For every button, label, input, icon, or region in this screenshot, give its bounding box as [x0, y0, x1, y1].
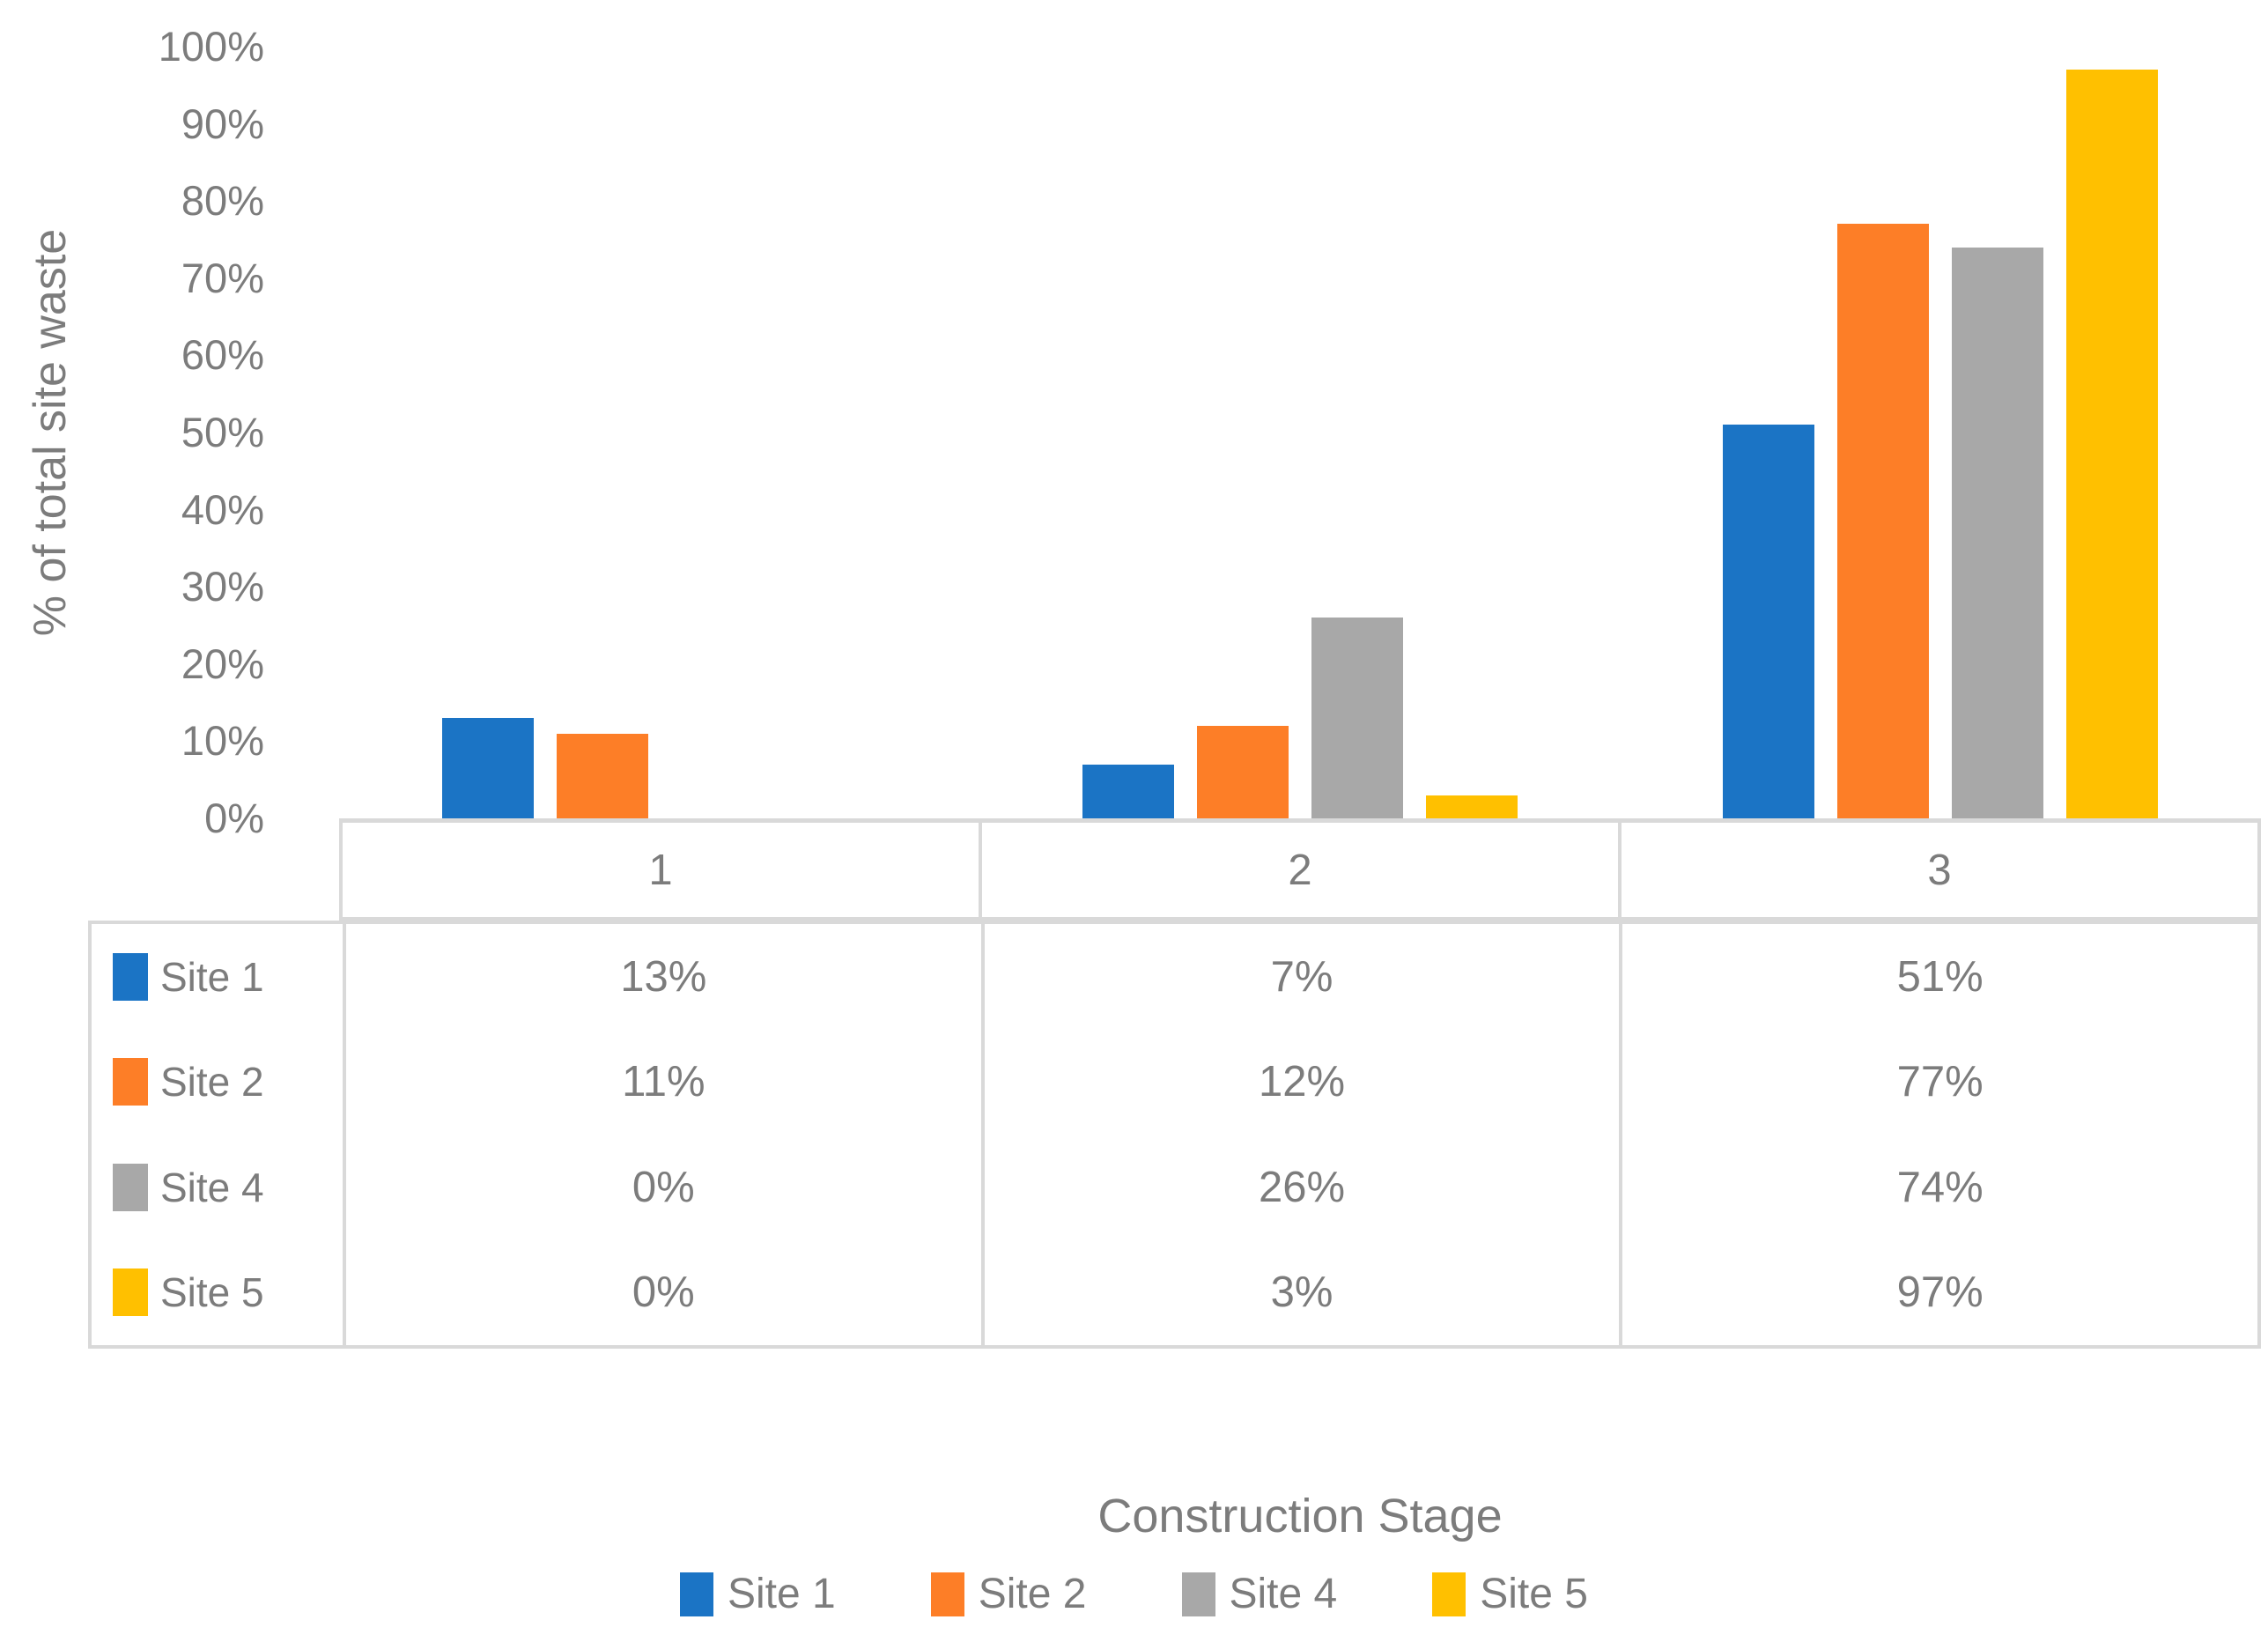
legend-label: Site 1	[728, 1571, 836, 1617]
legend-key-swatch-site-1	[113, 952, 148, 1001]
y-tick-label-90-: 90%	[181, 100, 264, 147]
cell-site-5-stage-3: 97%	[1619, 1239, 2257, 1345]
legend-item-site-2: Site 2	[930, 1570, 1087, 1618]
bar-site-1-stage-3	[1723, 425, 1815, 818]
bar-site-1-stage-1	[441, 718, 534, 818]
data-table: Site 1 13% 7% 51% Site 2 11% 12% 77% Site 4 0% 26%…	[88, 921, 2261, 1349]
legend-label: Site 2	[978, 1571, 1087, 1617]
cell-site-4-stage-3: 74%	[1619, 1135, 2257, 1240]
legend-swatch-site-2	[930, 1572, 964, 1616]
y-tick-label-100-: 100%	[158, 23, 264, 70]
y-tick-label-80-: 80%	[181, 177, 264, 225]
y-tick-label-10-: 10%	[181, 717, 264, 765]
legend-swatch-site-5	[1432, 1572, 1466, 1616]
y-tick-label-60-: 60%	[181, 331, 264, 379]
cell-site-1-stage-3: 51%	[1619, 924, 2257, 1030]
row-label: Site 4	[160, 1164, 264, 1210]
y-tick-label-0-: 0%	[204, 795, 264, 841]
stage-header-3: 3	[1618, 823, 2257, 917]
legend-key-swatch-site-2	[113, 1058, 148, 1106]
row-label: Site 1	[160, 953, 264, 1000]
bar-site-4-stage-2	[1311, 618, 1403, 818]
cell-site-1-stage-2: 7%	[980, 924, 1620, 1030]
legend-swatch-site-1	[680, 1572, 713, 1616]
y-tick-label-20-: 20%	[181, 640, 264, 687]
row-key-site-2: Site 2	[92, 1030, 343, 1135]
bar-site-2-stage-2	[1197, 725, 1289, 818]
cell-site-5-stage-1: 0%	[343, 1239, 981, 1345]
y-tick-label-70-: 70%	[181, 254, 264, 301]
bar-site-1-stage-2	[1082, 764, 1174, 818]
row-label: Site 5	[160, 1269, 264, 1316]
cell-site-2-stage-1: 11%	[343, 1029, 981, 1135]
y-tick-label-30-: 30%	[181, 563, 264, 610]
cell-site-1-stage-1: 13%	[343, 924, 981, 1030]
legend-swatch-site-4	[1181, 1572, 1215, 1616]
legend: Site 1 Site 2 Site 4 Site 5	[0, 1570, 2268, 1618]
cell-site-4-stage-1: 0%	[343, 1135, 981, 1240]
row-label: Site 2	[160, 1059, 264, 1106]
y-tick-label-50-: 50%	[181, 409, 264, 455]
legend-label: Site 5	[1480, 1571, 1588, 1617]
legend-key-swatch-site-4	[113, 1163, 148, 1211]
stage-header-1: 1	[648, 846, 673, 894]
cell-site-2-stage-2: 12%	[980, 1029, 1620, 1135]
cell-site-5-stage-2: 3%	[980, 1239, 1620, 1345]
legend-label: Site 4	[1229, 1571, 1338, 1617]
table-row-site-5: Site 5 0% 3% 97%	[92, 1239, 2257, 1346]
y-tick-label-40-: 40%	[181, 485, 264, 533]
legend-item-site-5: Site 5	[1432, 1570, 1588, 1618]
bar-site-2-stage-1	[556, 733, 648, 818]
table-row-site-4: Site 4 0% 26% 74%	[92, 1135, 2257, 1240]
table-row-site-1: Site 1 13% 7% 51%	[92, 924, 2257, 1030]
bar-site-5-stage-2	[1426, 795, 1518, 818]
x-axis-title: Construction Stage	[1097, 1490, 1503, 1542]
bar-site-4-stage-3	[1952, 247, 2044, 818]
cell-site-4-stage-2: 26%	[980, 1135, 1620, 1240]
legend-item-site-4: Site 4	[1181, 1570, 1338, 1618]
cell-site-2-stage-3: 77%	[1619, 1029, 2257, 1135]
plot-area	[339, 47, 2261, 823]
row-key-site-4: Site 4	[92, 1135, 343, 1240]
table-row-site-2: Site 2 11% 12% 77%	[92, 1029, 2257, 1135]
bar-site-5-stage-3	[2066, 70, 2159, 818]
row-key-site-5: Site 5	[92, 1240, 343, 1346]
legend-item-site-1: Site 1	[680, 1570, 836, 1618]
y-axis-tick-labels: 0% 10% 20% 30% 40% 50% 60% 70% 80% 90% 100%	[53, 23, 264, 841]
bar-site-2-stage-3	[1837, 224, 1930, 818]
row-key-site-1: Site 1	[92, 924, 343, 1030]
stage-header-2: 2	[979, 823, 1618, 917]
legend-key-swatch-site-5	[113, 1268, 148, 1317]
